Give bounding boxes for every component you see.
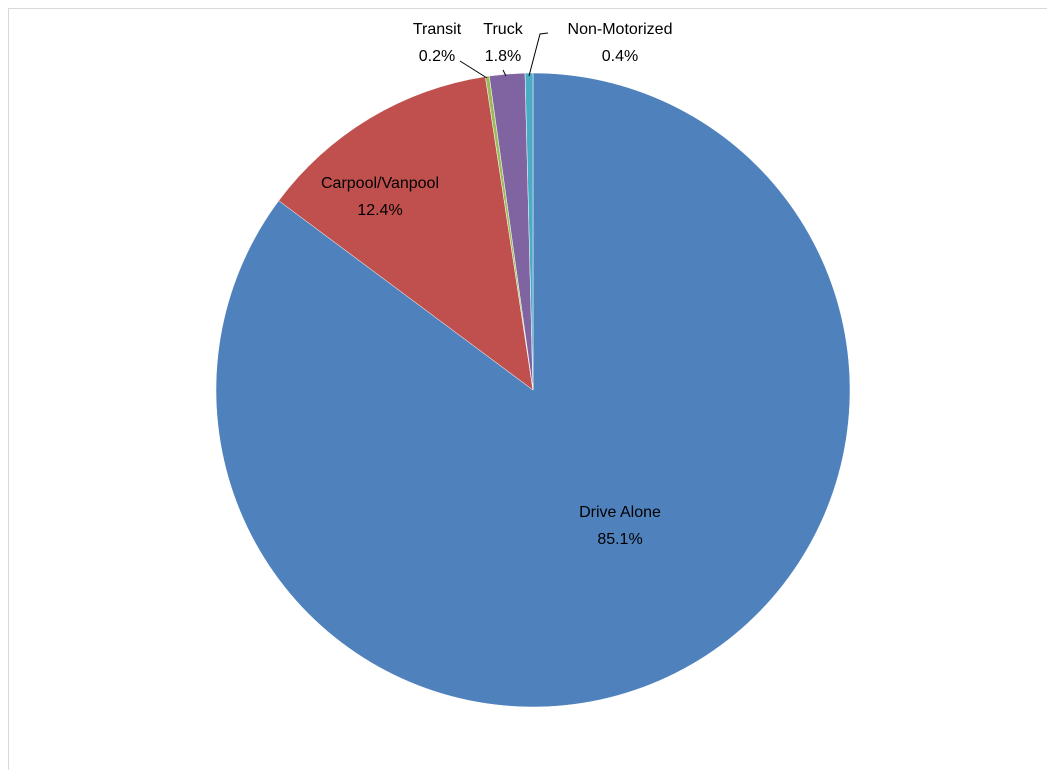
slice-value-label: 85.1% bbox=[597, 531, 642, 548]
leader-line bbox=[502, 69, 507, 77]
slice-value-label: 0.4% bbox=[602, 48, 638, 65]
leader-line bbox=[528, 32, 549, 77]
slice-value-label: 1.8% bbox=[485, 48, 521, 65]
pie-slice bbox=[524, 72, 534, 391]
slice-name: Truck bbox=[483, 21, 523, 38]
slice-value-label: 12.4% bbox=[357, 202, 402, 219]
leader-line bbox=[459, 60, 488, 79]
slice-name: Transit bbox=[413, 21, 462, 38]
slice-name: Carpool/Vanpool bbox=[321, 175, 439, 192]
pie-slice bbox=[278, 76, 534, 391]
slice-name: Non-Motorized bbox=[568, 21, 673, 38]
slice-name: Drive Alone bbox=[579, 504, 661, 521]
slice-value-label: 0.2% bbox=[419, 48, 455, 65]
